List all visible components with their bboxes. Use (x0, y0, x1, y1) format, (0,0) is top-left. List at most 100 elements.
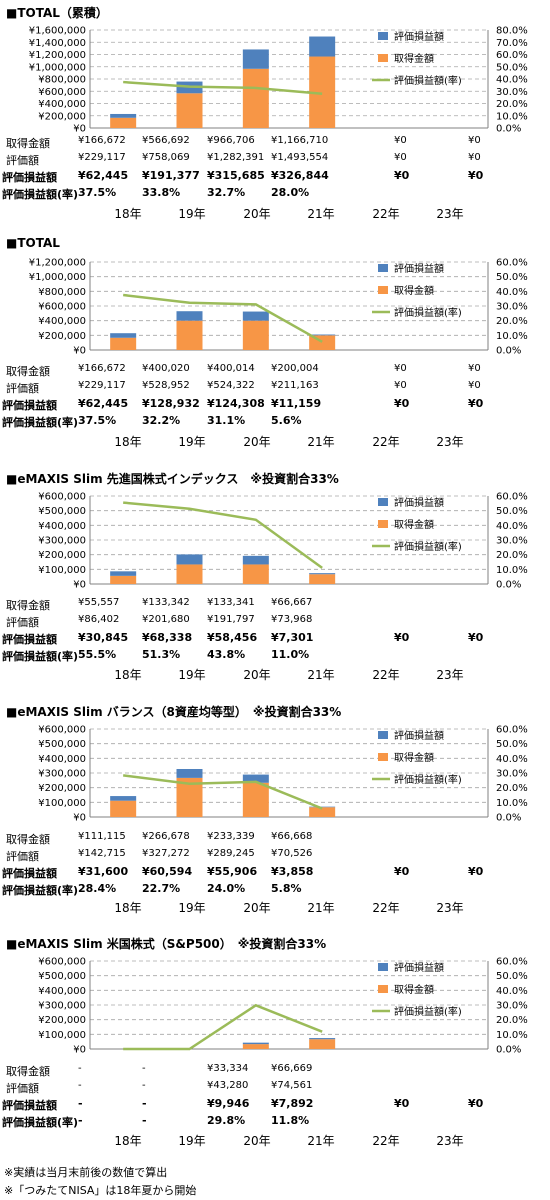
section-title: ■TOTAL（累積） (6, 6, 108, 20)
y2-tick-label: 50.0% (496, 62, 528, 73)
year-label: 19年 (178, 435, 206, 449)
year-label: 23年 (436, 207, 464, 221)
table-cell: 24.0% (207, 882, 246, 895)
row-label: 評価損益額(率) (2, 188, 79, 201)
y-tick-label: ¥800,000 (38, 75, 86, 86)
table-cell: ¥62,445 (78, 169, 129, 182)
row-label: 評価損益額(率) (2, 416, 79, 429)
table-cell: 55.5% (78, 648, 117, 661)
table-cell: ¥0 (394, 397, 410, 410)
table-cell: ¥133,342 (142, 597, 190, 608)
table-cell: ¥55,557 (78, 597, 120, 608)
table-row-value: 評価額 ¥142,715 ¥327,272 ¥289,245 ¥70,526 (0, 848, 550, 865)
bar-cost (176, 564, 203, 584)
table-cell: ¥566,692 (142, 135, 190, 146)
row-label: 評価損益額 (2, 633, 57, 646)
bar-cost (242, 68, 269, 128)
table-cell: ¥326,844 (271, 169, 329, 182)
table-row-value: 評価額 ¥229,117 ¥758,069 ¥1,282,391 ¥1,493,554 ¥… (0, 152, 550, 169)
table-cell: 31.1% (207, 414, 246, 427)
table-cell: ¥43,280 (207, 1080, 249, 1091)
table-cell: 51.3% (142, 648, 181, 661)
table-cell: ¥0 (394, 135, 407, 146)
year-label: 20年 (243, 1134, 271, 1148)
y-tick-label: ¥1,400,000 (29, 38, 86, 49)
rate-line (123, 80, 323, 95)
table-cell: 22.7% (142, 882, 181, 895)
year-label: 18年 (114, 668, 142, 682)
table-row-rate: 評価損益額(率) 37.5% 32.2% 31.1% 5.6% (0, 414, 550, 431)
table-row-value: 評価額 ¥86,402 ¥201,680 ¥191,797 ¥73,968 (0, 614, 550, 631)
y2-tick-label: 30.0% (496, 536, 528, 547)
table-cell: ¥0 (468, 631, 484, 644)
bar-gain (242, 555, 269, 565)
bar-cost (110, 575, 137, 584)
table-row-rate: 評価損益額(率) 37.5% 33.8% 32.7% 28.0% (0, 186, 550, 203)
y-tick-label: ¥0 (73, 346, 86, 357)
bar-cost (242, 564, 269, 584)
chart-total: ¥0 ¥200,000 ¥400,000 ¥600,000 ¥800,000 ¥1,000… (29, 258, 528, 357)
table-cell: ¥124,308 (207, 397, 265, 410)
year-label: 21年 (307, 901, 335, 915)
y-tick-label: ¥200,000 (38, 111, 86, 122)
table-cell: - (142, 1097, 147, 1110)
table-cell: - (78, 1097, 83, 1110)
table-cell: ¥60,594 (142, 865, 193, 878)
row-label: 取得金額 (6, 833, 50, 846)
table-cell: ¥128,932 (142, 397, 200, 410)
table-cell: - (78, 1063, 82, 1074)
table-cell: - (142, 1063, 146, 1074)
y-tick-label: ¥400,000 (38, 99, 86, 110)
table-cell: ¥0 (468, 135, 481, 146)
table-cell: ¥166,672 (78, 363, 126, 374)
row-label: 評価損益額 (2, 399, 57, 412)
table-row-gain: 評価損益額 - - ¥9,946 ¥7,892 ¥0 ¥0 (0, 1097, 550, 1114)
legend-swatch-cost (378, 286, 388, 294)
y2-tick-label: 20.0% (496, 99, 528, 110)
y2-tick-label: 0.0% (496, 580, 521, 591)
year-labels: 18年 19年 20年 21年 22年 23年 (0, 433, 550, 449)
footnote-2: ※「つみたてNISA」は18年夏から開始 (4, 1184, 197, 1197)
y-tick-label: ¥300,000 (38, 536, 86, 547)
section-title: ■eMAXIS Slim 米国株式（S&P500） ※投資割合33% (6, 937, 327, 951)
bar-gain (309, 573, 336, 575)
table-cell: 28.4% (78, 882, 117, 895)
table-cell: ¥0 (468, 363, 481, 374)
year-label: 19年 (178, 207, 206, 221)
table-cell: ¥0 (468, 380, 481, 391)
year-label: 22年 (372, 1134, 400, 1148)
legend-swatch-gain (378, 963, 388, 971)
table-cell: ¥0 (468, 1097, 484, 1110)
table-cell: 29.8% (207, 1114, 246, 1127)
bar-cost (309, 1039, 336, 1049)
row-label: 評価額 (6, 850, 39, 863)
legend-label-cost: 取得金額 (394, 52, 434, 65)
y2-tick-label: 40.0% (496, 75, 528, 86)
table-cell: ¥0 (468, 152, 481, 163)
table-cell: 11.0% (271, 648, 310, 661)
legend-label-cost: 取得金額 (394, 518, 434, 531)
rate-line (123, 501, 323, 569)
row-label: 取得金額 (6, 137, 50, 150)
y-tick-label: ¥500,000 (38, 971, 86, 982)
y2-tick-label: 60.0% (496, 492, 528, 503)
table-cell: ¥62,445 (78, 397, 129, 410)
table-row-value: 評価額 - - ¥43,280 ¥74,561 (0, 1080, 550, 1097)
table-row-gain: 評価損益額 ¥31,600 ¥60,594 ¥55,906 ¥3,858 ¥0 ¥0 (0, 865, 550, 882)
bar-gain (176, 554, 203, 565)
table-cell: ¥758,069 (142, 152, 190, 163)
rate-line (123, 293, 323, 343)
table-cell: ¥66,667 (271, 597, 313, 608)
y-tick-label: ¥100,000 (38, 1030, 86, 1041)
row-label: 評価損益額 (2, 1099, 57, 1112)
y-tick-label: ¥200,000 (38, 783, 86, 794)
table-cell: ¥0 (394, 363, 407, 374)
bar-gain (110, 571, 137, 576)
table-cell: ¥142,715 (78, 848, 126, 859)
bar-gain (110, 796, 137, 801)
y2-tick-label: 50.0% (496, 272, 528, 283)
chart-sp500: ¥0 ¥100,000 ¥200,000 ¥300,000 ¥400,000 ¥500,0… (38, 957, 528, 1056)
y-tick-label: ¥0 (73, 124, 86, 135)
section-title: ■eMAXIS Slim 先進国株式インデックス ※投資割合33% (6, 472, 339, 486)
bar-cost (242, 320, 269, 350)
